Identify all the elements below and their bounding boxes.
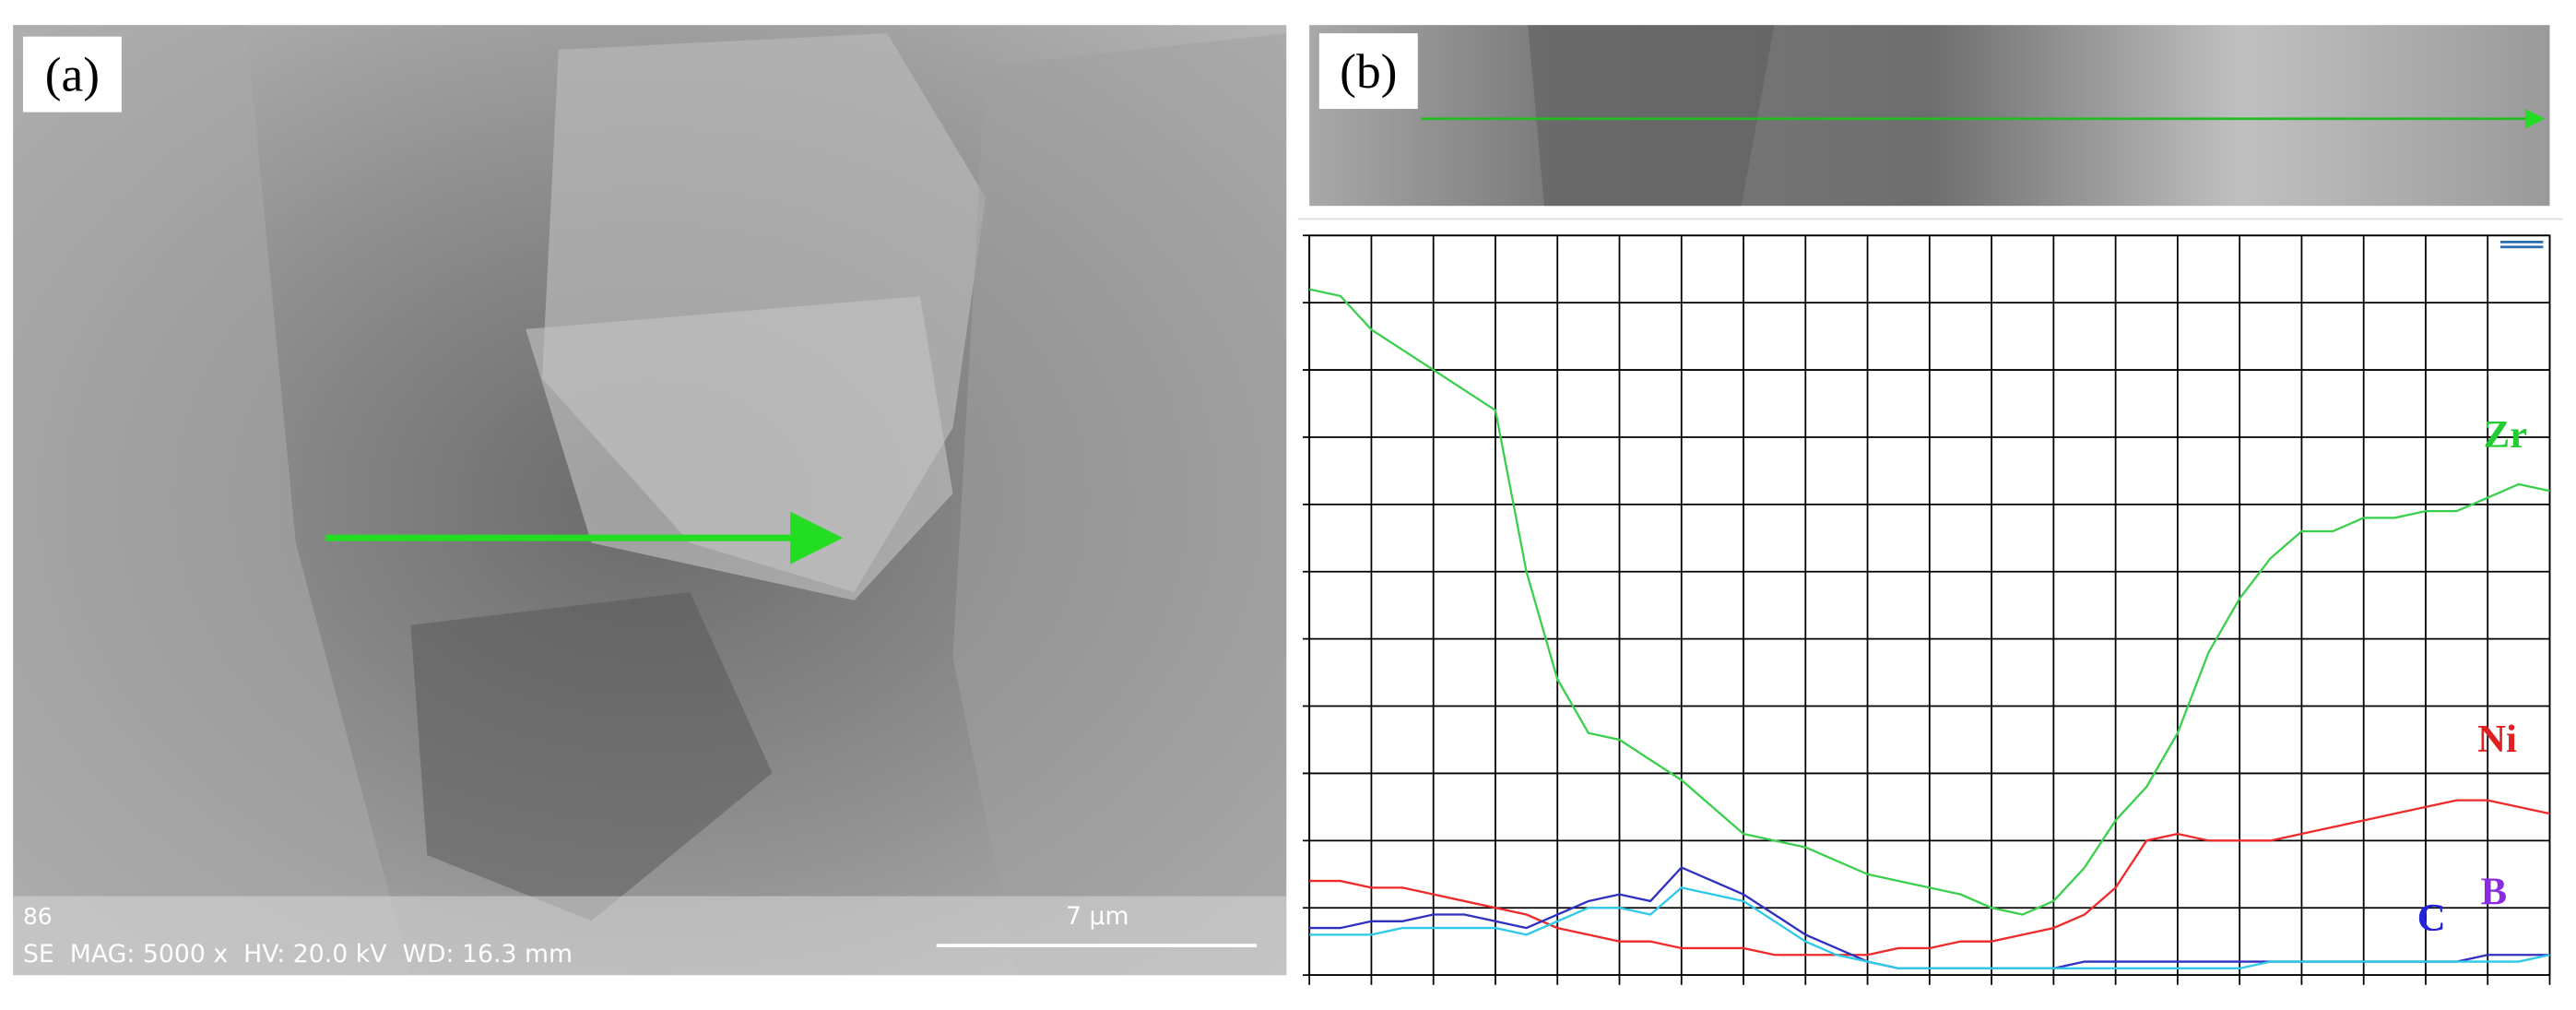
series-label: C <box>2417 897 2446 940</box>
series-line <box>1309 886 2550 969</box>
sem-info: SE MAG: 5000 x HV: 20.0 kV WD: 16.3 mm <box>23 940 573 968</box>
label-box <box>22 36 122 113</box>
series-line <box>1308 288 2550 916</box>
scale-bar-label: 7 µm <box>1066 902 1129 931</box>
sem-image-a <box>13 25 1287 976</box>
sem-id: 86 <box>23 903 53 930</box>
panel-label: (a) <box>45 46 100 101</box>
label-box <box>1318 33 1418 110</box>
series-label: Ni <box>2477 718 2517 761</box>
series-line <box>1309 799 2550 957</box>
series-label: Zr <box>2484 413 2528 457</box>
series-label: B <box>2481 870 2508 913</box>
panel-label: (b) <box>1340 43 1397 99</box>
sem-image-b <box>1309 25 2550 207</box>
